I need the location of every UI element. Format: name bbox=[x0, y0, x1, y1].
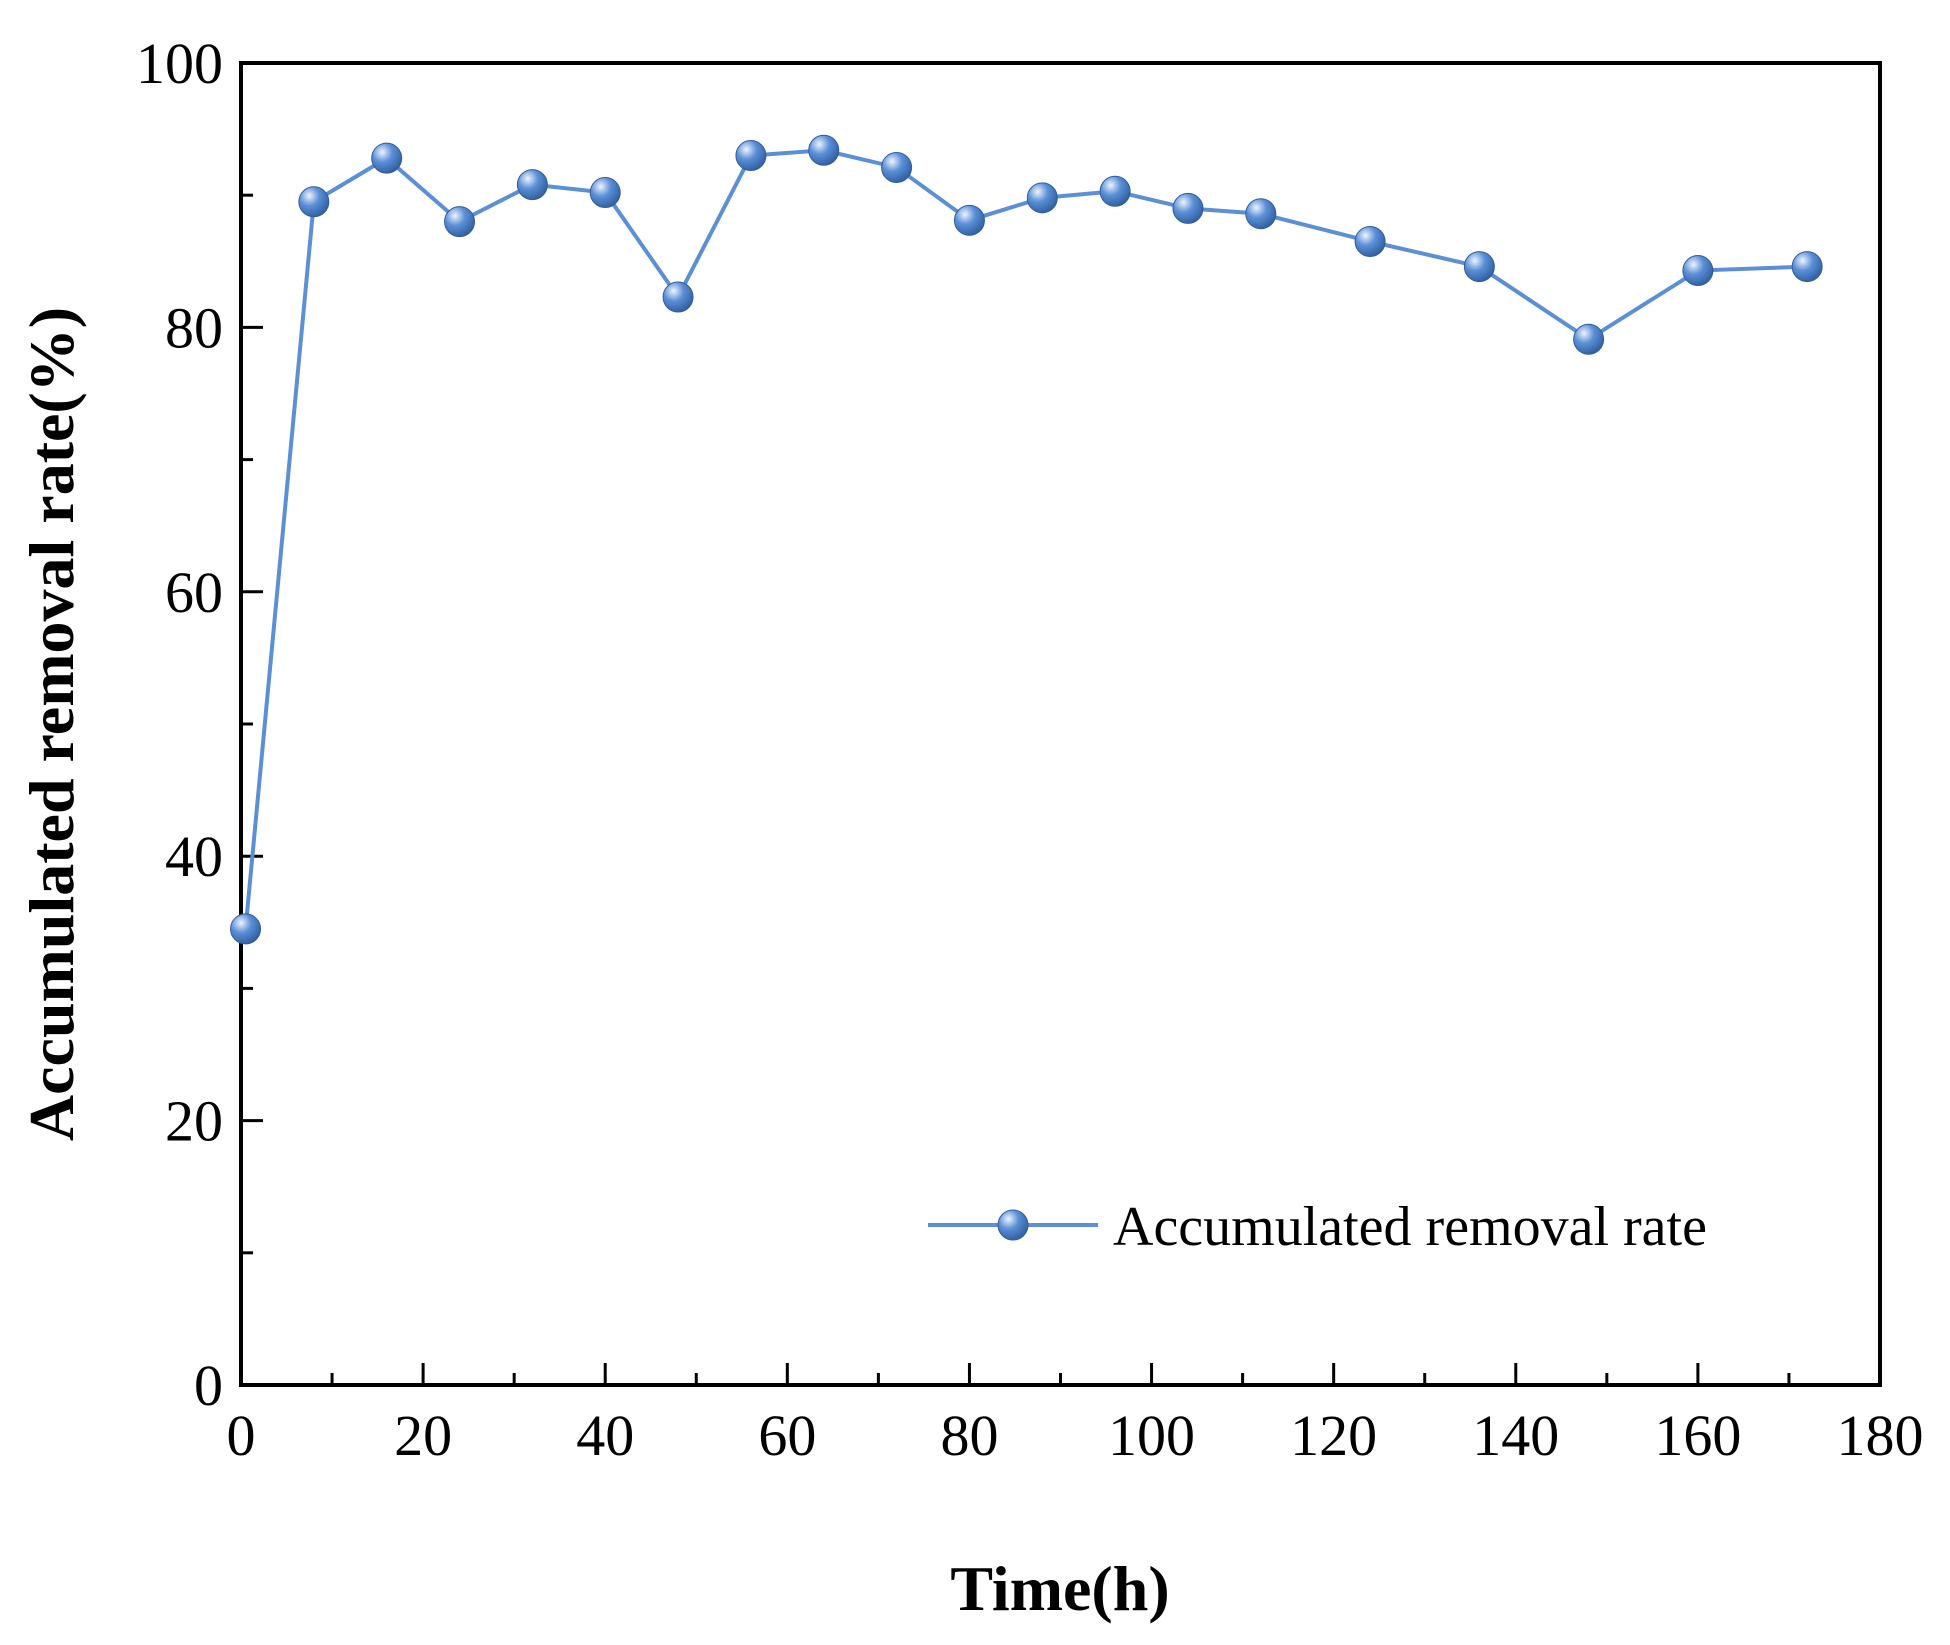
data-point bbox=[1099, 175, 1131, 207]
y-tick-label: 20 bbox=[165, 1089, 223, 1154]
x-tick-label: 160 bbox=[1654, 1403, 1741, 1468]
y-tick-label: 0 bbox=[194, 1353, 223, 1418]
x-tick-label: 40 bbox=[576, 1403, 634, 1468]
x-tick-label: 20 bbox=[394, 1403, 452, 1468]
data-point bbox=[808, 134, 840, 166]
legend-label: Accumulated removal rate bbox=[1113, 1196, 1707, 1258]
data-point bbox=[1354, 225, 1386, 257]
data-point bbox=[1463, 251, 1495, 283]
x-tick-label: 180 bbox=[1837, 1403, 1924, 1468]
data-point bbox=[1682, 255, 1714, 287]
legend: Accumulated removal rate bbox=[928, 1196, 1707, 1258]
data-point bbox=[1026, 182, 1058, 214]
y-axis-title: Accumulated removal rate(%) bbox=[16, 307, 87, 1141]
axis-ticks: 0 20 40 60 80 100 120 140 160 180 0 20 40 60 80 100 bbox=[136, 31, 1924, 1468]
data-point bbox=[1791, 251, 1823, 283]
y-tick-label: 100 bbox=[136, 31, 223, 96]
x-tick-label: 120 bbox=[1290, 1403, 1377, 1468]
data-point bbox=[371, 142, 403, 174]
data-point bbox=[589, 177, 621, 209]
data-point bbox=[881, 151, 913, 183]
data-point bbox=[1245, 198, 1277, 230]
y-tick-label: 40 bbox=[165, 824, 223, 889]
x-axis-title: Time(h) bbox=[950, 1553, 1169, 1624]
series-layer bbox=[230, 134, 1823, 945]
series-line bbox=[243, 148, 1808, 930]
data-point bbox=[662, 281, 694, 313]
data-point bbox=[230, 913, 262, 945]
data-point bbox=[1573, 323, 1605, 355]
x-tick-label: 80 bbox=[940, 1403, 998, 1468]
data-point bbox=[1172, 192, 1204, 224]
legend-marker bbox=[997, 1209, 1029, 1241]
x-tick-label: 100 bbox=[1108, 1403, 1195, 1468]
data-point bbox=[735, 140, 767, 172]
x-tick-label: 0 bbox=[227, 1403, 256, 1468]
data-point bbox=[516, 169, 548, 201]
y-tick-label: 80 bbox=[165, 295, 223, 360]
x-tick-label: 60 bbox=[758, 1403, 816, 1468]
y-tick-label: 60 bbox=[165, 560, 223, 625]
x-tick-label: 140 bbox=[1472, 1403, 1559, 1468]
data-point bbox=[444, 206, 476, 238]
data-point bbox=[953, 204, 985, 236]
plot-area bbox=[239, 61, 1882, 1387]
data-point bbox=[298, 186, 330, 218]
